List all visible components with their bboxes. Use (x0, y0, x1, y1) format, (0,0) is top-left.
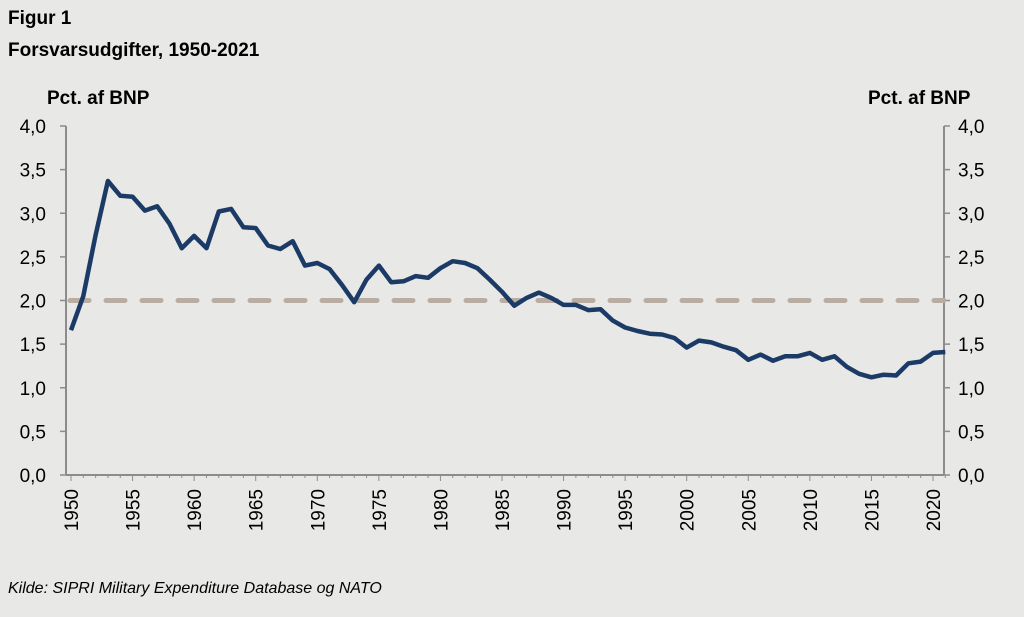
x-tick-label: 1975 (370, 489, 391, 531)
y-tick-label-right: 0,0 (958, 466, 984, 487)
y-tick-label-left: 4,0 (20, 117, 46, 138)
y-tick-label-right: 1,5 (958, 335, 984, 356)
x-tick-label: 1980 (431, 489, 452, 531)
x-tick-label: 1965 (247, 489, 268, 531)
x-tick-label: 2000 (678, 489, 699, 531)
y-tick-label-left: 0,5 (20, 422, 46, 443)
x-tick-label: 1950 (62, 489, 83, 531)
x-tick-label: 2020 (924, 489, 945, 531)
y-tick-label-right: 2,0 (958, 292, 984, 313)
y-tick-label-right: 0,5 (958, 422, 984, 443)
x-tick-label: 1970 (308, 489, 329, 531)
y-tick-label-right: 1,0 (958, 379, 984, 400)
x-tick-label: 1995 (616, 489, 637, 531)
y-tick-label-right: 4,0 (958, 117, 984, 138)
y-tick-label-left: 2,5 (20, 248, 46, 269)
x-tick-label: 2015 (862, 489, 883, 531)
x-tick-label: 1990 (555, 489, 576, 531)
y-axis-label-left: Pct. af BNP (47, 88, 150, 109)
series-line (68, 178, 946, 380)
x-tick-label: 1960 (185, 489, 206, 531)
x-tick-label: 1985 (493, 489, 514, 531)
x-tick-label: 2010 (801, 489, 822, 531)
figure-label: Figur 1 (8, 8, 72, 29)
y-tick-label-left: 0,0 (20, 466, 46, 487)
x-tick-label: 2005 (739, 489, 760, 531)
x-tick-label: 1955 (124, 489, 145, 531)
y-tick-label-right: 3,0 (958, 204, 984, 225)
y-tick-label-left: 2,0 (20, 292, 46, 313)
y-tick-label-left: 3,0 (20, 204, 46, 225)
y-tick-label-right: 3,5 (958, 161, 984, 182)
y-tick-label-left: 1,5 (20, 335, 46, 356)
y-axis-label-right: Pct. af BNP (868, 88, 971, 109)
y-tick-label-left: 3,5 (20, 161, 46, 182)
chart-title: Forsvarsudgifter, 1950-2021 (8, 40, 260, 61)
y-tick-label-left: 1,0 (20, 379, 46, 400)
source-note: Kilde: SIPRI Military Expenditure Databa… (8, 580, 382, 597)
y-tick-label-right: 2,5 (958, 248, 984, 269)
